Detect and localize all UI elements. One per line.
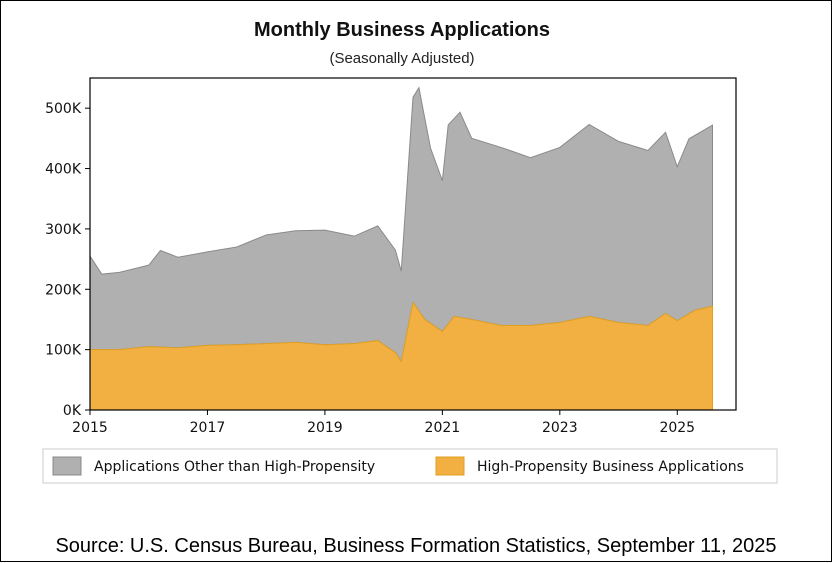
x-tick-label: 2021	[425, 420, 461, 436]
y-tick-label: 100K	[45, 343, 82, 359]
source-note: Source: U.S. Census Bureau, Business For…	[55, 535, 776, 557]
legend-label-other: Applications Other than High-Propensity	[94, 459, 375, 475]
legend-box	[42, 448, 778, 484]
x-axis: 2015 2017 2019 2021 2023 2025	[72, 410, 695, 436]
y-tick-label: 0K	[63, 403, 82, 419]
area-high-propensity	[89, 301, 714, 411]
y-tick-label: 500K	[45, 101, 82, 117]
x-tick-label: 2025	[659, 420, 695, 436]
plot-area-border	[89, 77, 737, 411]
legend-swatch-high	[435, 456, 465, 476]
y-tick-label: 200K	[45, 282, 82, 298]
x-tick-label: 2023	[542, 420, 578, 436]
x-tick-label: 2017	[190, 420, 226, 436]
chart-title: Monthly Business Applications	[254, 19, 550, 41]
legend-label-high: High-Propensity Business Applications	[477, 459, 744, 475]
x-tick-label: 2019	[307, 420, 343, 436]
area-layer	[89, 86, 714, 411]
chart-subtitle: (Seasonally Adjusted)	[329, 50, 474, 67]
y-axis: 0K 100K 200K 300K 400K 500K	[45, 101, 90, 419]
y-tick-label: 300K	[45, 222, 82, 238]
y-tick-label: 400K	[45, 162, 82, 178]
area-other-applications	[89, 86, 714, 364]
legend: Applications Other than High-Propensity …	[42, 448, 778, 484]
legend-swatch-other	[52, 456, 82, 476]
x-tick-label: 2015	[72, 420, 108, 436]
